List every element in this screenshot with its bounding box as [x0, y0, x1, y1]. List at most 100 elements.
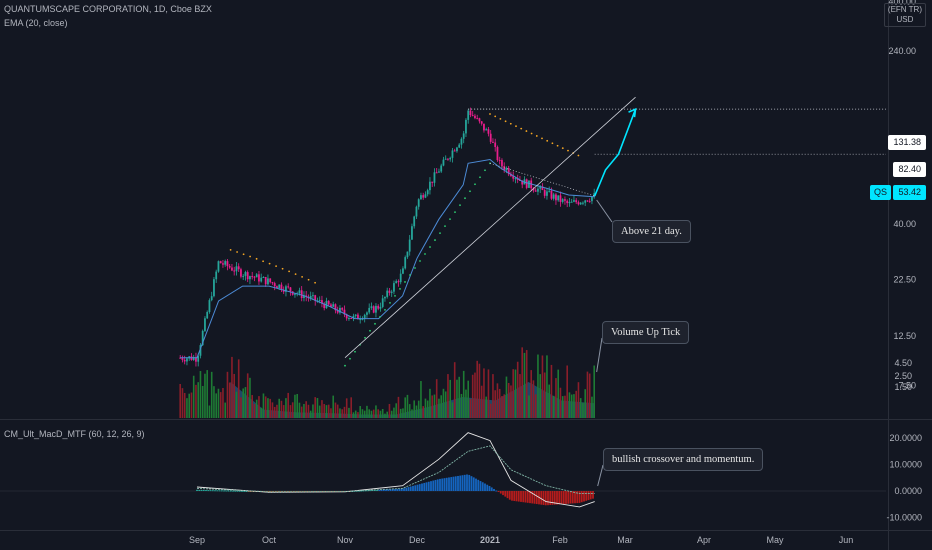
volume-bar	[375, 405, 377, 418]
currency-badge[interactable]: (EFN TR) USD	[883, 3, 926, 27]
chart-title: QUANTUMSCAPE CORPORATION, 1D, Cboe BZX	[4, 4, 212, 14]
volume-bar	[568, 392, 571, 418]
candle-body	[406, 251, 409, 258]
volume-bar	[330, 408, 332, 418]
volume-bar	[282, 405, 285, 418]
volume-bar	[269, 398, 271, 418]
macd-histogram-bar	[243, 490, 246, 492]
volume-bar	[555, 378, 557, 418]
volume-bar	[460, 393, 463, 418]
candle-body	[440, 165, 443, 172]
volume-bar	[512, 369, 514, 418]
sar-dot	[484, 169, 486, 172]
macd-histogram-bar	[315, 491, 318, 492]
volume-bar	[260, 407, 262, 418]
macd-histogram-bar	[270, 491, 273, 492]
candle-body	[514, 178, 517, 180]
volume-bar	[537, 354, 539, 418]
sar-dot	[509, 122, 512, 125]
time-tick-label: 2021	[480, 535, 500, 545]
volume-bar	[294, 394, 296, 418]
candle-body	[359, 319, 362, 321]
sar-dot	[414, 267, 416, 269]
macd-histogram-bar	[394, 488, 396, 491]
macd-histogram-bar	[569, 491, 572, 504]
candle-body	[568, 201, 571, 204]
projection-arrow	[593, 108, 637, 197]
volume-bar	[246, 373, 249, 418]
volume-bar	[341, 409, 343, 418]
candle-body	[489, 133, 492, 142]
volume-bar	[188, 393, 190, 418]
time-tick-label: Dec	[409, 535, 426, 545]
sar-dot	[294, 273, 297, 275]
candle-body	[253, 276, 256, 278]
volume-bar	[543, 372, 546, 418]
sar-dot	[577, 154, 580, 157]
volume-bar	[305, 401, 307, 418]
volume-bar	[557, 369, 559, 418]
macd-histogram-bar	[214, 490, 216, 492]
macd-histogram-bar	[583, 491, 585, 502]
macd-histogram-bar	[497, 491, 500, 493]
volume-bar	[541, 355, 544, 418]
candle-body	[352, 315, 355, 319]
candle-body	[318, 300, 321, 302]
candle-body	[327, 300, 330, 305]
candle-body	[433, 172, 436, 183]
volume-bar	[438, 398, 440, 418]
macd-histogram-bar	[232, 490, 234, 492]
sar-dot	[556, 144, 559, 147]
macd-histogram-bar	[396, 488, 399, 491]
candle-body	[588, 201, 591, 203]
candle-body	[460, 138, 463, 145]
macd-histogram-bar	[520, 491, 522, 502]
macd-histogram-bar	[540, 491, 543, 505]
macd-histogram-bar	[475, 478, 477, 491]
time-tick-label: Oct	[262, 535, 277, 545]
sar-dot	[504, 120, 507, 123]
volume-bar	[336, 404, 339, 418]
sar-dot	[454, 211, 456, 214]
volume-bar	[431, 395, 433, 418]
macd-histogram-bar	[238, 490, 241, 492]
volume-bar	[350, 397, 352, 418]
volume-bar	[366, 405, 368, 418]
candle-body	[519, 180, 521, 182]
sar-dot	[301, 275, 303, 278]
volume-bar	[222, 387, 224, 418]
candle-body	[552, 194, 555, 199]
candle-body	[395, 281, 398, 284]
volume-bar	[195, 384, 197, 418]
sar-dot	[499, 117, 502, 120]
sar-dot	[249, 255, 252, 258]
sar-dot	[275, 265, 277, 268]
macd-histogram-bar	[565, 491, 567, 504]
macd-histogram-bar	[495, 490, 498, 492]
macd-histogram-bar	[578, 491, 581, 503]
volume-bar	[291, 402, 294, 418]
macd-histogram-bar	[524, 491, 527, 503]
volume-bar	[516, 361, 519, 418]
candle-body	[345, 314, 348, 319]
volume-bar	[476, 360, 478, 418]
candle-body	[579, 202, 582, 205]
volume-bar	[413, 400, 415, 418]
candle-body	[447, 158, 449, 160]
macd-histogram-bar	[198, 489, 201, 491]
volume-bar	[271, 402, 274, 418]
volume-bar	[528, 395, 530, 418]
volume-bar	[471, 374, 474, 418]
volume-bar	[393, 407, 395, 418]
sar-dot	[551, 142, 554, 145]
macd-histogram-bar	[576, 491, 579, 504]
macd-histogram-bar	[526, 491, 529, 503]
last-price-tag: 53.42	[893, 185, 926, 200]
volume-bar	[249, 377, 251, 418]
macd-histogram-bar	[389, 489, 392, 491]
candle-body	[258, 274, 260, 282]
volume-bar	[480, 385, 483, 418]
volume-bar	[327, 404, 330, 418]
candle-body	[312, 295, 314, 297]
macd-histogram-bar	[380, 489, 383, 491]
